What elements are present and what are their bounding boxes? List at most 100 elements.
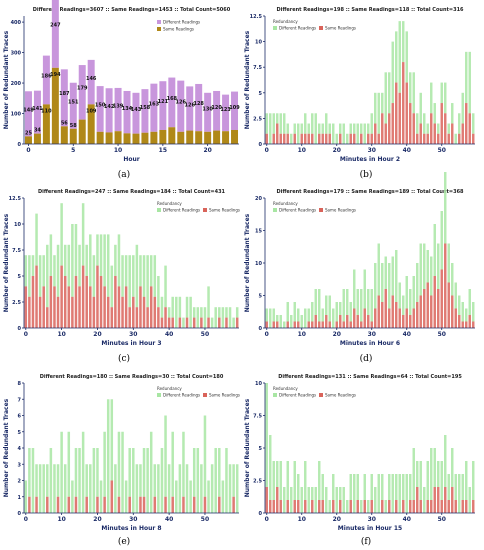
bar-same: [286, 500, 289, 513]
bar-same: [56, 496, 60, 513]
bar-same: [391, 295, 394, 328]
bar-different: [318, 461, 321, 500]
bar-different: [300, 487, 303, 513]
legend: Redundancy Different Readings Same Reading…: [273, 201, 356, 213]
bar-same: [311, 133, 314, 144]
bar-different: [135, 464, 139, 513]
value-label: 126: [176, 100, 187, 106]
bar-same: [87, 104, 95, 144]
bar-same: [468, 315, 471, 328]
bar-different: [416, 113, 419, 134]
bar-same: [110, 307, 114, 328]
bar-same: [356, 315, 359, 328]
bar-different: [293, 302, 296, 322]
bar-different: [269, 435, 272, 500]
bar-same: [46, 307, 49, 328]
legend: Redundancy Different Readings Same Reading…: [157, 201, 240, 213]
bar-same: [168, 127, 176, 144]
bar-different: [461, 92, 464, 124]
bar-same: [444, 113, 447, 144]
bar-same: [430, 295, 433, 328]
value-label: 151: [68, 99, 79, 105]
bar-same: [426, 133, 429, 144]
bar-different: [321, 474, 324, 500]
bar-different: [409, 474, 412, 500]
bar-different: [314, 289, 317, 315]
bar-same: [458, 133, 461, 144]
bar-different: [279, 315, 282, 328]
bar-different: [419, 243, 422, 296]
legend: Redundancy Different Readings Same Reading…: [157, 386, 240, 398]
y-tick-label: 2.5: [253, 479, 262, 485]
legend-label-same: Same Readings: [209, 208, 240, 213]
legend-title: Redundancy: [273, 386, 298, 391]
bar-different: [405, 276, 408, 309]
bar-same: [391, 103, 394, 144]
bar-different: [24, 480, 28, 513]
x-tick-label: 10: [298, 331, 306, 338]
bar-same: [409, 315, 412, 328]
bar-different: [290, 315, 293, 328]
bar-same: [272, 500, 275, 513]
bar-different: [153, 464, 157, 497]
bar-same: [388, 500, 391, 513]
bar-same: [307, 133, 310, 144]
bar-different: [200, 307, 203, 318]
bar-different: [426, 461, 429, 500]
bar-different: [67, 244, 71, 287]
bar-different: [388, 72, 391, 114]
legend-label-same: Same Readings: [325, 26, 356, 31]
bar-different: [42, 464, 45, 513]
bar-same: [300, 133, 303, 144]
bar-same: [339, 500, 342, 513]
bar-same: [419, 500, 422, 513]
bar-different: [398, 21, 401, 93]
y-tick-label: 0: [18, 511, 22, 517]
bar-same: [451, 295, 454, 328]
bar-same: [142, 296, 146, 328]
bar-different: [225, 448, 228, 513]
legend-label-same: Same Readings: [325, 208, 356, 213]
legend: Redundancy Different Readings Same Reading…: [273, 386, 356, 398]
bar-same: [398, 92, 401, 144]
bar-same: [426, 282, 429, 328]
bar-different: [307, 123, 310, 134]
value-label: 109: [229, 105, 240, 111]
bar-different: [440, 211, 443, 270]
y-tick-label: 7.5: [253, 414, 262, 420]
bar-same: [437, 289, 440, 328]
bar-different: [56, 244, 60, 297]
y-tick-label: 10: [255, 261, 262, 267]
bar-same: [465, 103, 468, 144]
legend-swatch-same: [203, 208, 207, 212]
figure-caption: (f): [361, 536, 371, 547]
bar-different: [349, 474, 352, 500]
bar-same: [117, 286, 121, 328]
legend-swatch-same: [319, 208, 323, 212]
bar-different: [175, 296, 178, 328]
x-axis-label: Minutes in Hour 3: [101, 340, 161, 347]
value-label: 58: [70, 123, 77, 129]
bar-same: [409, 103, 412, 144]
y-axis-label: Number of Redundant Traces: [3, 30, 10, 129]
bar-different: [419, 92, 422, 124]
bar-same: [213, 130, 221, 144]
bar-different: [185, 464, 189, 513]
bar-different: [33, 90, 41, 134]
bar-different: [335, 133, 338, 144]
bar-different: [121, 255, 124, 297]
legend-swatch-different: [157, 20, 161, 24]
bar-same: [416, 302, 419, 328]
bar-different: [28, 255, 31, 297]
bar-same: [276, 321, 279, 328]
bar-different: [409, 289, 412, 315]
y-tick-label: 7: [18, 397, 22, 403]
bar-same: [92, 296, 96, 328]
bar-different: [409, 72, 412, 104]
bar-different: [74, 224, 78, 276]
chart-panel-d: Different Readings=179 :: Same Readings=…: [244, 172, 475, 364]
bar-different: [124, 480, 128, 513]
chart-title: Different Readings=3607 :: Same Readings…: [33, 7, 231, 13]
bar-different: [114, 87, 122, 132]
bar-different: [272, 113, 275, 134]
